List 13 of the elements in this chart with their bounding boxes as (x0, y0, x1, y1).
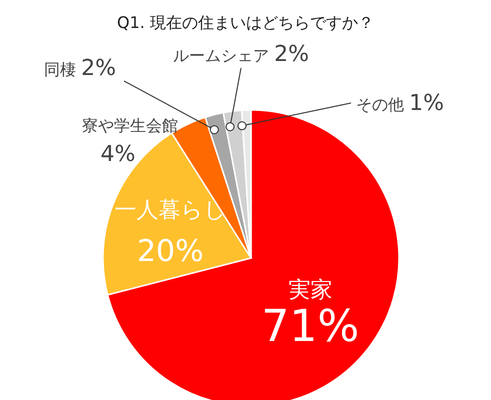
chart-title: Q1. 現在の住まいはどちらですか？ (117, 13, 374, 32)
data-label: 2% (81, 56, 116, 81)
slice-label: 同棲 (44, 60, 82, 79)
data-label: 20% (136, 234, 204, 270)
data-label: 4% (100, 142, 136, 167)
slice-label: ルームシェア (173, 46, 274, 65)
data-label: 1% (409, 91, 444, 116)
data-label: 2% (274, 42, 309, 67)
slice-label: その他 (356, 95, 410, 114)
slice-label: 一人暮らし (114, 198, 226, 224)
data-label: 71% (261, 300, 360, 352)
slice-label: 寮や学生会館 (82, 116, 178, 135)
slice-label: 実家 (288, 278, 332, 303)
